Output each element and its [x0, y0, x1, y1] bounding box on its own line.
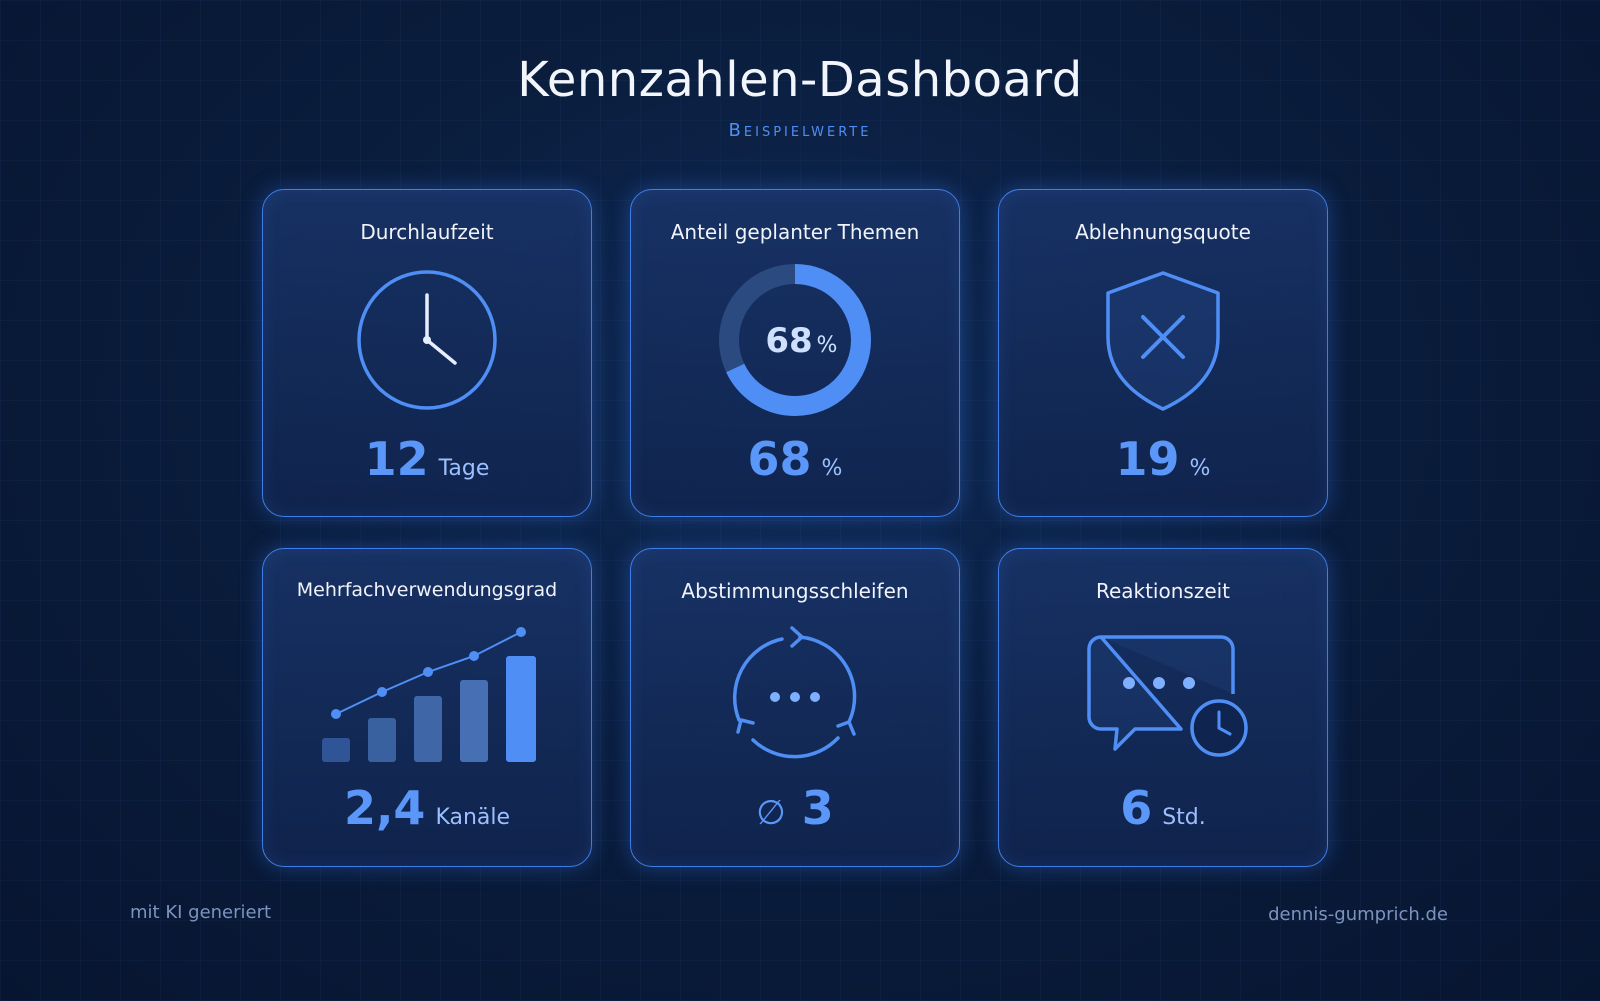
- kpi-value: 19%: [1115, 432, 1211, 486]
- bar-chart-icon: [322, 627, 536, 762]
- donut-center-unit: %: [817, 333, 838, 358]
- kpi-card-durchlaufzeit: Durchlaufzeit 12 Tage: [262, 189, 592, 517]
- donut-chart-icon: 68 %: [719, 264, 871, 416]
- kpi-card-ablehnungsquote: Ablehnungsquote 19%: [998, 189, 1328, 517]
- card-title: Durchlaufzeit: [360, 220, 494, 244]
- kpi-value: 6 Std.: [1120, 781, 1206, 835]
- card-title: Ablehnungsquote: [1075, 220, 1251, 244]
- kpi-card-abstimmungsschleifen: Abstimmungsschleifen ∅ 3: [630, 548, 960, 867]
- card-title: Anteil geplanter Themen: [670, 220, 920, 244]
- refresh-loop-icon: [732, 626, 857, 759]
- kpi-value: 12 Tage: [364, 432, 490, 486]
- kpi-card-anteil-geplanter-themen: Anteil geplanter Themen 68 % 68%: [630, 189, 960, 517]
- card-title: Reaktionszeit: [1095, 579, 1231, 603]
- page-subtitle: Beispielwerte: [728, 120, 872, 141]
- footer-ai-note: mit KI generiert: [130, 902, 272, 923]
- clock-icon: [357, 270, 497, 410]
- page-title: Kennzahlen-Dashboard: [517, 52, 1083, 108]
- kpi-value: 68%: [747, 432, 843, 486]
- footer-website: dennis-gumprich.de: [1268, 904, 1448, 925]
- card-title: Abstimmungsschleifen: [681, 579, 909, 603]
- kpi-value: 2,4 Kanäle: [343, 781, 511, 835]
- kpi-value: ∅ 3: [756, 781, 834, 835]
- kpi-card-mehrfachverwendungsgrad: Mehrfachverwendungsgrad 2,4 Kanäle: [262, 548, 592, 867]
- shield-x-icon: [1106, 271, 1220, 411]
- donut-progress-arc: [719, 264, 871, 416]
- card-title: Mehrfachverwendungsgrad: [296, 579, 558, 601]
- chat-clock-icon: [1087, 635, 1248, 757]
- donut-center-value: 68: [765, 321, 812, 361]
- average-symbol: ∅: [756, 793, 786, 833]
- kpi-card-reaktionszeit: Reaktionszeit 6 Std.: [998, 548, 1328, 867]
